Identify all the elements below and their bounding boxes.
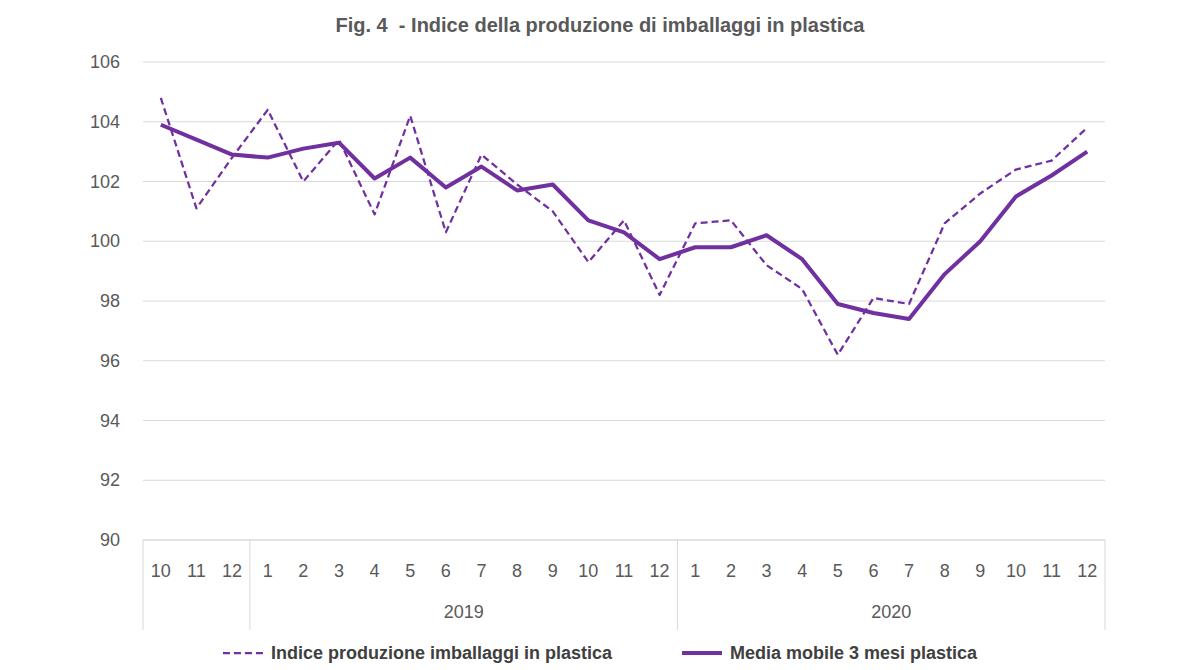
y-tick-label: 104 (90, 112, 120, 132)
grid-line (143, 121, 1105, 122)
legend: Indice produzione imballaggi in plastica… (223, 643, 978, 663)
grid-line (143, 420, 1105, 421)
x-tick-label: 4 (370, 561, 380, 581)
grid-line (143, 301, 1105, 302)
x-tick-label: 10 (578, 561, 598, 581)
x-group-label: 2019 (444, 602, 484, 622)
x-tick-label: 5 (833, 561, 843, 581)
x-tick-label: 11 (1042, 561, 1061, 581)
grid-line (143, 62, 1105, 63)
y-tick-label: 98 (100, 291, 120, 311)
x-tick-label: 2 (726, 561, 736, 581)
y-tick-label: 100 (90, 231, 120, 251)
x-tick-label: 6 (868, 561, 878, 581)
legend-label: Indice produzione imballaggi in plastica (271, 643, 613, 663)
plot-area (161, 98, 1087, 355)
x-tick-label: 3 (762, 561, 772, 581)
x-tick-label: 12 (222, 561, 242, 581)
series-line (161, 98, 1087, 355)
group-separator (677, 540, 678, 630)
group-separator (249, 540, 250, 630)
x-tick-label: 10 (1006, 561, 1026, 581)
grid (143, 62, 1105, 540)
series-line (161, 125, 1087, 319)
grid-line (143, 241, 1105, 242)
x-tick-label: 7 (476, 561, 486, 581)
x-tick-label: 11 (615, 561, 634, 581)
grid-line (143, 181, 1105, 182)
title: Fig. 4 - Indice della produzione di imba… (336, 14, 866, 36)
x-tick-label: 9 (548, 561, 558, 581)
x-tick-label: 1 (690, 561, 700, 581)
x-tick-label: 3 (334, 561, 344, 581)
x-group-label: 2020 (871, 602, 911, 622)
grid-line (143, 360, 1105, 361)
x-tick-label: 8 (512, 561, 522, 581)
legend-swatch (223, 652, 263, 654)
x-tick-label: 5 (405, 561, 415, 581)
y-tick-label: 106 (90, 52, 120, 72)
grid-line (143, 540, 1105, 541)
x-tick-label: 12 (650, 561, 670, 581)
x-tick-label: 4 (797, 561, 807, 581)
group-separator (1105, 540, 1106, 630)
chart: Fig. 4 - Indice della produzione di imba… (0, 0, 1200, 670)
legend-label: Media mobile 3 mesi plastica (730, 643, 978, 663)
y-tick-label: 90 (100, 530, 120, 550)
x-tick-label: 7 (904, 561, 914, 581)
y-tick-label: 96 (100, 351, 120, 371)
y-tick-label: 92 (100, 470, 120, 490)
y-tick-label: 94 (100, 411, 120, 431)
y-tick-label: 102 (90, 172, 120, 192)
x-tick-label: 6 (441, 561, 451, 581)
x-tick-label: 1 (263, 561, 273, 581)
grid-line (143, 480, 1105, 481)
x-tick-label: 12 (1077, 561, 1097, 581)
x-tick-label: 8 (940, 561, 950, 581)
group-separator (143, 540, 144, 630)
x-tick-label: 2 (298, 561, 308, 581)
x-tick-label: 10 (151, 561, 171, 581)
x-tick-label: 9 (975, 561, 985, 581)
legend-swatch (682, 651, 722, 655)
x-axis (143, 540, 1105, 541)
x-tick-label: 11 (187, 561, 206, 581)
